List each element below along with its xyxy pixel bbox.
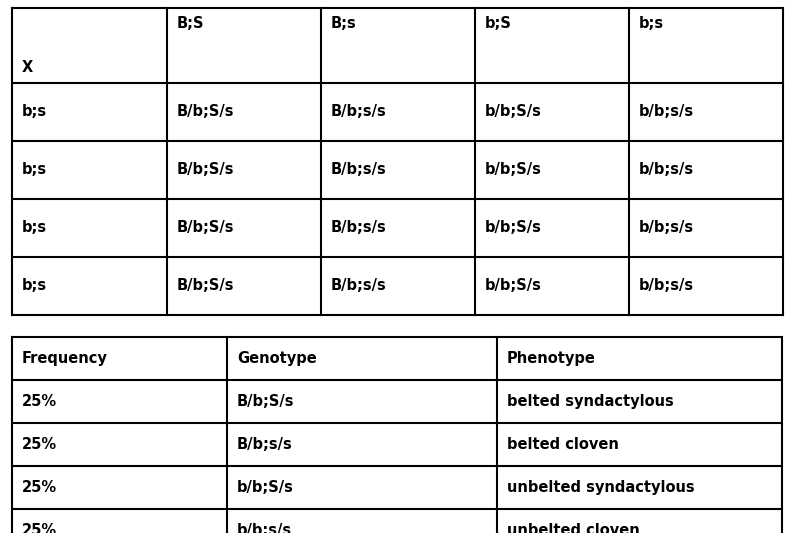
Text: 25%: 25%: [22, 394, 57, 409]
Text: B/b;S/s: B/b;S/s: [237, 394, 294, 409]
Text: b/b;S/s: b/b;S/s: [237, 480, 294, 495]
Text: unbelted syndactylous: unbelted syndactylous: [507, 480, 694, 495]
Text: b;s: b;s: [22, 221, 47, 236]
Text: 25%: 25%: [22, 480, 57, 495]
Text: b;S: b;S: [485, 16, 512, 31]
Text: belted cloven: belted cloven: [507, 437, 619, 452]
Text: B;s: B;s: [331, 16, 357, 31]
Text: X: X: [22, 60, 34, 75]
Text: B;S: B;S: [177, 16, 205, 31]
Text: Frequency: Frequency: [22, 351, 108, 366]
Text: b/b;S/s: b/b;S/s: [485, 221, 542, 236]
Text: 25%: 25%: [22, 437, 57, 452]
Text: B/b;s/s: B/b;s/s: [237, 437, 293, 452]
Text: b/b;s/s: b/b;s/s: [639, 221, 694, 236]
Text: b/b;S/s: b/b;S/s: [485, 279, 542, 294]
Text: b;s: b;s: [22, 163, 47, 177]
Text: belted syndactylous: belted syndactylous: [507, 394, 674, 409]
Text: b/b;S/s: b/b;S/s: [485, 163, 542, 177]
Text: B/b;S/s: B/b;S/s: [177, 163, 234, 177]
Text: B/b;S/s: B/b;S/s: [177, 221, 234, 236]
Text: b;s: b;s: [639, 16, 664, 31]
Text: B/b;s/s: B/b;s/s: [331, 221, 386, 236]
Text: B/b;S/s: B/b;S/s: [177, 104, 234, 119]
Text: B/b;s/s: B/b;s/s: [331, 104, 386, 119]
Text: b/b;s/s: b/b;s/s: [237, 523, 292, 533]
Text: b;s: b;s: [22, 104, 47, 119]
Text: b/b;s/s: b/b;s/s: [639, 104, 694, 119]
Text: 25%: 25%: [22, 523, 57, 533]
Text: unbelted cloven: unbelted cloven: [507, 523, 640, 533]
Text: b/b;s/s: b/b;s/s: [639, 163, 694, 177]
Text: Genotype: Genotype: [237, 351, 317, 366]
Text: b/b;S/s: b/b;S/s: [485, 104, 542, 119]
Text: Phenotype: Phenotype: [507, 351, 596, 366]
Text: B/b;s/s: B/b;s/s: [331, 163, 386, 177]
Text: B/b;s/s: B/b;s/s: [331, 279, 386, 294]
Text: b/b;s/s: b/b;s/s: [639, 279, 694, 294]
Text: B/b;S/s: B/b;S/s: [177, 279, 234, 294]
Text: b;s: b;s: [22, 279, 47, 294]
